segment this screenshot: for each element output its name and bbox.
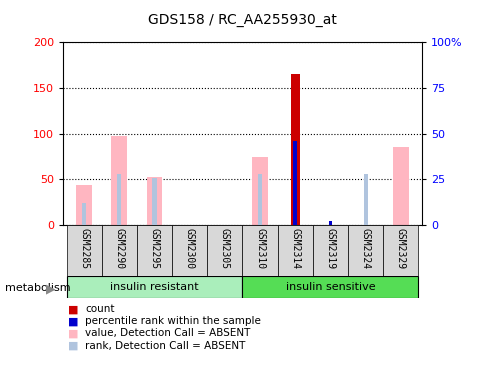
Bar: [290, 74, 299, 225]
Bar: [66, 276, 242, 298]
Text: GSM2329: GSM2329: [395, 228, 405, 269]
Text: metabolism: metabolism: [5, 283, 70, 294]
Text: percentile rank within the sample: percentile rank within the sample: [85, 316, 260, 326]
Text: GSM2310: GSM2310: [255, 228, 265, 269]
Bar: [136, 225, 172, 276]
Bar: [328, 220, 332, 225]
Bar: [252, 157, 268, 225]
Text: rank, Detection Call = ABSENT: rank, Detection Call = ABSENT: [85, 340, 245, 351]
Bar: [102, 225, 136, 276]
Text: insulin sensitive: insulin sensitive: [285, 282, 375, 292]
Bar: [242, 225, 277, 276]
Bar: [277, 225, 312, 276]
Bar: [312, 225, 348, 276]
Text: ■: ■: [68, 316, 78, 326]
Bar: [242, 276, 418, 298]
Text: value, Detection Call = ABSENT: value, Detection Call = ABSENT: [85, 328, 250, 339]
Bar: [117, 174, 121, 225]
Text: GSM2314: GSM2314: [290, 228, 300, 269]
Bar: [146, 177, 162, 225]
Text: insulin resistant: insulin resistant: [110, 282, 198, 292]
Bar: [257, 174, 262, 225]
Text: GSM2319: GSM2319: [325, 228, 335, 269]
Bar: [363, 174, 367, 225]
Text: GSM2305: GSM2305: [219, 228, 229, 269]
Bar: [152, 178, 156, 225]
Text: GDS158 / RC_AA255930_at: GDS158 / RC_AA255930_at: [148, 13, 336, 27]
Bar: [111, 136, 127, 225]
Bar: [392, 147, 408, 225]
Bar: [82, 203, 86, 225]
Text: ▶: ▶: [46, 282, 56, 295]
Text: ■: ■: [68, 304, 78, 314]
Bar: [76, 185, 92, 225]
Bar: [66, 225, 102, 276]
Text: ■: ■: [68, 328, 78, 339]
Bar: [348, 225, 382, 276]
Text: count: count: [85, 304, 114, 314]
Bar: [382, 225, 418, 276]
Bar: [293, 141, 297, 225]
Text: GSM2285: GSM2285: [79, 228, 89, 269]
Text: ■: ■: [68, 340, 78, 351]
Bar: [207, 225, 242, 276]
Text: GSM2324: GSM2324: [360, 228, 370, 269]
Text: GSM2295: GSM2295: [149, 228, 159, 269]
Text: GSM2290: GSM2290: [114, 228, 124, 269]
Text: GSM2300: GSM2300: [184, 228, 194, 269]
Bar: [172, 225, 207, 276]
